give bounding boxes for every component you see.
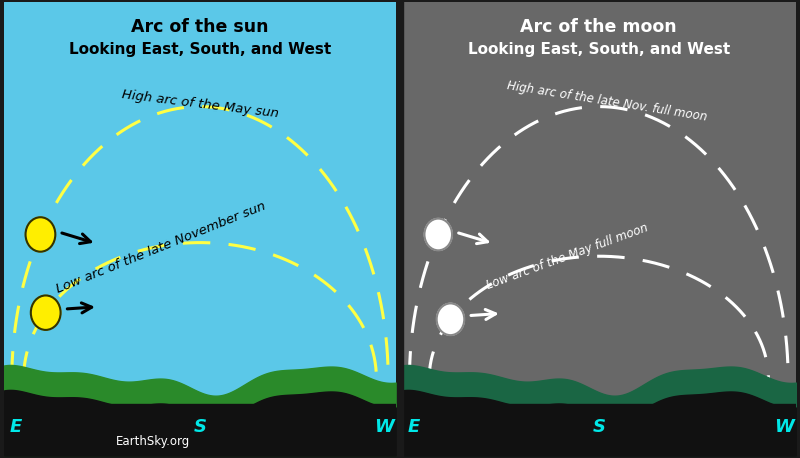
Text: S: S: [592, 418, 606, 436]
Text: E: E: [10, 418, 22, 436]
Text: E: E: [407, 418, 419, 436]
Text: High arc of the May sun: High arc of the May sun: [121, 88, 279, 120]
Circle shape: [26, 217, 55, 252]
Circle shape: [425, 218, 452, 251]
Text: Arc of the sun: Arc of the sun: [131, 18, 269, 36]
Text: Low arc of the May full moon: Low arc of the May full moon: [485, 221, 650, 292]
Text: Looking East, South, and West: Looking East, South, and West: [69, 43, 331, 57]
Text: Arc of the moon: Arc of the moon: [521, 18, 677, 36]
Circle shape: [31, 295, 61, 330]
Text: W: W: [374, 418, 394, 436]
Text: S: S: [194, 418, 206, 436]
Text: W: W: [774, 418, 794, 436]
Text: High arc of the late Nov. full moon: High arc of the late Nov. full moon: [506, 79, 708, 123]
Bar: [402, 403, 796, 456]
Text: EarthSky.org: EarthSky.org: [116, 435, 190, 448]
Bar: [4, 403, 396, 456]
Text: Low arc of the late November sun: Low arc of the late November sun: [54, 199, 267, 295]
Circle shape: [437, 303, 464, 335]
Text: Looking East, South, and West: Looking East, South, and West: [468, 43, 730, 57]
